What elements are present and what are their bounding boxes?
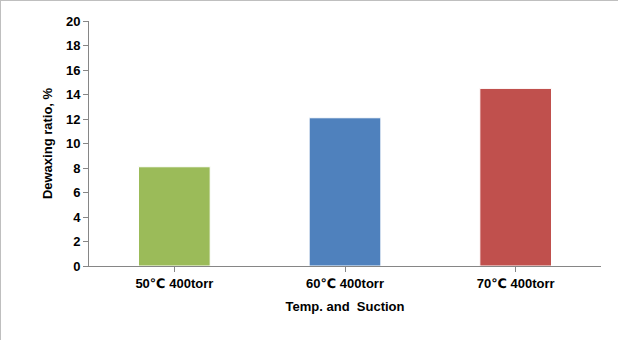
svg-text:8: 8 [73,161,80,176]
svg-text:10: 10 [66,136,80,151]
svg-text:16: 16 [66,63,80,78]
svg-text:20: 20 [66,14,80,29]
svg-text:2: 2 [73,234,80,249]
svg-text:Dewaxing ratio, %: Dewaxing ratio, % [40,87,55,199]
svg-text:0: 0 [73,259,80,274]
svg-text:60℃ 400torr: 60℃ 400torr [306,276,384,291]
svg-text:12: 12 [66,112,80,127]
svg-text:50℃ 400torr: 50℃ 400torr [135,276,213,291]
svg-text:18: 18 [66,38,80,53]
svg-text:Temp. and Suction: Temp. and Suction [286,299,405,314]
svg-text:6: 6 [73,185,80,200]
svg-text:70℃ 400torr: 70℃ 400torr [477,276,555,291]
svg-text:14: 14 [66,87,81,102]
svg-text:4: 4 [73,210,81,225]
